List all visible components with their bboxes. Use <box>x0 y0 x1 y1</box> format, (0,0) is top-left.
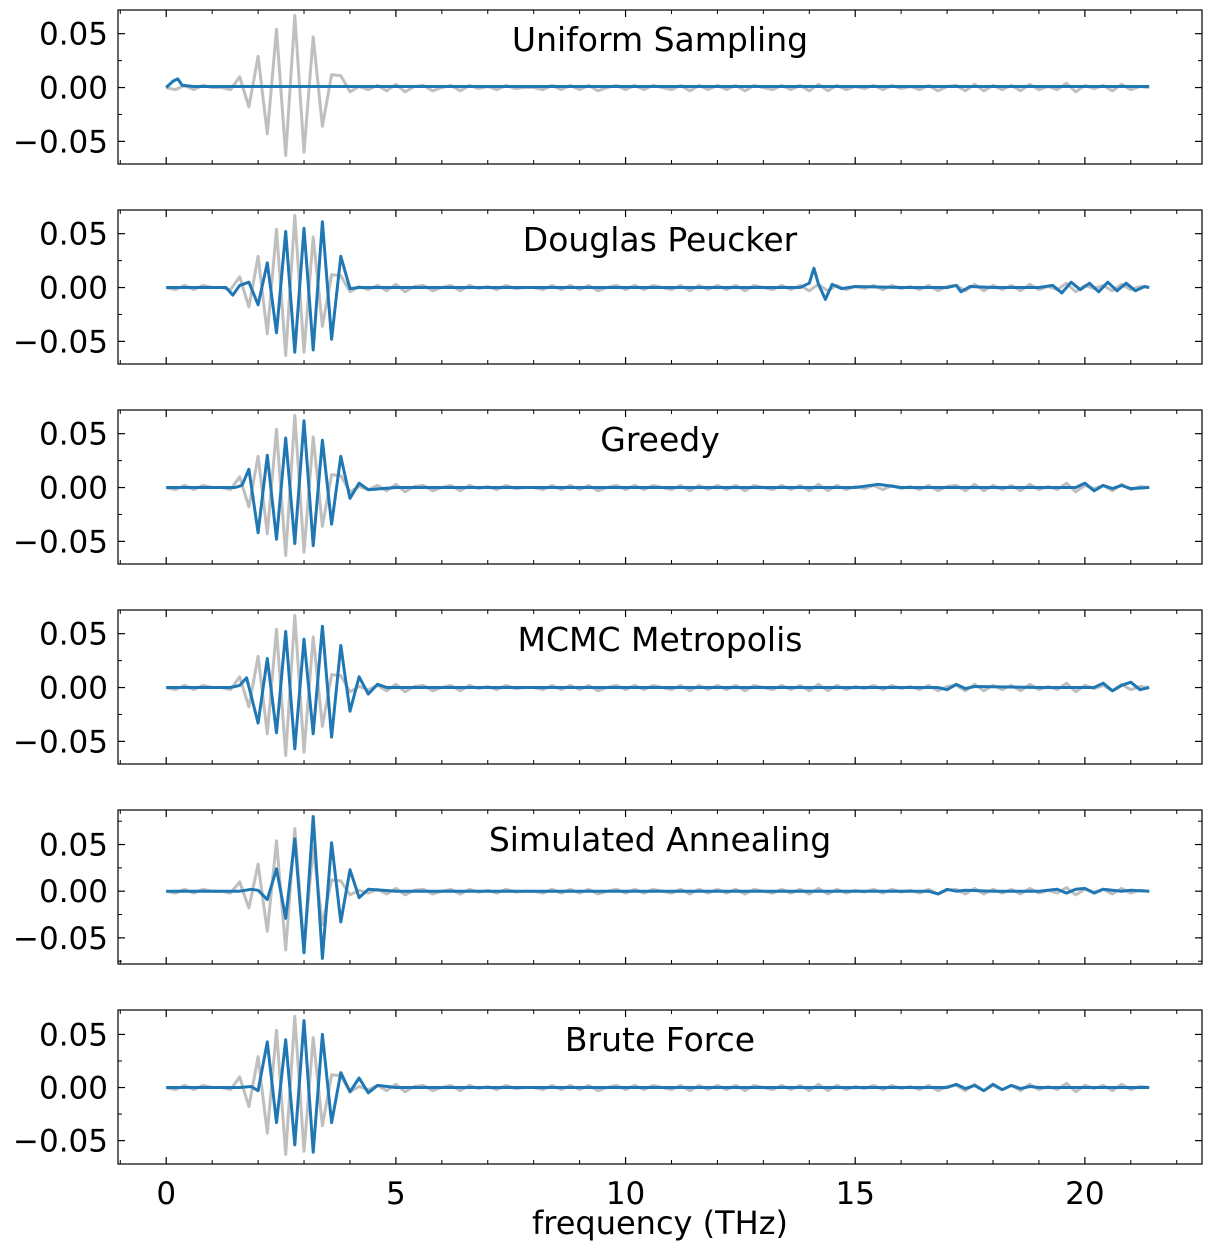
x-tick-label: 10 <box>606 1176 645 1212</box>
x-tick-label: 0 <box>156 1176 176 1212</box>
y-tick-label: −0.05 <box>13 1124 108 1160</box>
panel-title: Douglas Peucker <box>523 220 798 259</box>
sampled-series-line <box>166 624 1150 751</box>
x-tick-label: 5 <box>386 1176 406 1212</box>
y-tick-label: 0.05 <box>39 417 108 453</box>
chart-panel-5: −0.05 0.00 0.05 Simulated Annealing <box>13 809 1203 965</box>
chart-panel-1: −0.05 0.00 0.05 Uniform Sampling <box>13 9 1203 165</box>
y-tick-label: 0.00 <box>39 671 108 707</box>
panel-frame <box>117 809 1203 965</box>
sampled-series-line <box>166 220 1150 354</box>
x-tick-label: 15 <box>835 1176 874 1212</box>
panel-title: Uniform Sampling <box>512 20 808 59</box>
y-tick-label: 0.00 <box>39 1071 108 1107</box>
y-tick-label: 0.05 <box>39 17 108 53</box>
y-tick-label: 0.00 <box>39 271 108 307</box>
y-tick-label: −0.05 <box>13 921 108 957</box>
panel-title: Brute Force <box>565 1020 755 1059</box>
panel-title: Simulated Annealing <box>489 820 831 859</box>
y-tick-label: 0.00 <box>39 71 108 107</box>
y-tick-label: 0.05 <box>39 217 108 253</box>
y-tick-label: 0.00 <box>39 874 108 910</box>
y-tick-label: 0.05 <box>39 1017 108 1053</box>
x-tick-label: 20 <box>1065 1176 1104 1212</box>
panel-title: Greedy <box>600 420 720 459</box>
sampled-series-line <box>165 77 1150 89</box>
y-tick-label: −0.05 <box>13 724 108 760</box>
y-tick-label: 0.00 <box>39 471 108 507</box>
sampled-series-line <box>166 815 1150 960</box>
y-tick-label: −0.05 <box>13 124 108 160</box>
sampled-series-line <box>166 1019 1150 1154</box>
panel-title: MCMC Metropolis <box>518 620 803 659</box>
y-tick-label: 0.05 <box>39 617 108 653</box>
y-tick-label: −0.05 <box>13 324 108 360</box>
y-tick-label: 0.05 <box>39 828 108 864</box>
chart-panel-4: −0.05 0.00 0.05 MCMC Metropolis <box>13 609 1203 765</box>
y-tick-label: −0.05 <box>13 524 108 560</box>
chart-panel-2: −0.05 0.00 0.05 Douglas Peucker <box>13 209 1203 365</box>
sampled-series-line <box>166 419 1150 548</box>
x-axis-label: frequency (THz) <box>532 1204 788 1242</box>
chart-panel-6: −0.05 0.00 0.05 Brute Force 0 5 10 15 20 <box>13 1009 1203 1212</box>
chart-panel-3: −0.05 0.00 0.05 Greedy <box>13 409 1203 565</box>
